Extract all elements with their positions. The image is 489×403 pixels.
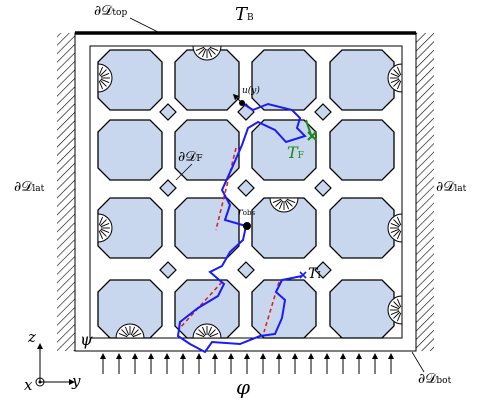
sun-icon: [192, 45, 222, 61]
cell-0-1: [174, 49, 240, 111]
sun-icon: [97, 213, 113, 243]
sun-icon: [387, 63, 403, 93]
cell-2-3: [329, 197, 395, 259]
sun-icon: [192, 323, 222, 339]
label-t-i: TI: [308, 266, 321, 282]
sun-icon: [387, 295, 403, 325]
initial-marker: [299, 271, 307, 279]
target-marker: [305, 119, 317, 141]
left-wall-hatch: [57, 33, 75, 351]
label-d-top: ∂𝒟top: [94, 3, 128, 19]
label-u-y: u(y): [242, 86, 260, 96]
cell-2-2: [251, 197, 317, 259]
label-axis-x: x: [24, 376, 33, 394]
diamond-grid: [159, 103, 332, 279]
axes: [35, 343, 75, 387]
label-axis-y: y: [72, 372, 81, 390]
diamond-0-2: [159, 261, 177, 279]
diamond-2-0: [314, 103, 332, 121]
label-t-b: TB: [235, 4, 254, 25]
diamond-2-1: [314, 179, 332, 197]
diamond-0-0: [159, 103, 177, 121]
cell-1-3: [329, 119, 395, 181]
cell-0-3: [329, 49, 395, 111]
cell-grid: [97, 49, 395, 339]
cell-3-3: [329, 279, 395, 339]
sun-icon: [269, 197, 299, 213]
right-wall-hatch: [416, 33, 434, 351]
label-d-lat-right: ∂𝒟lat: [436, 179, 467, 195]
flux-arrows: [100, 353, 394, 374]
label-phi: φ: [236, 375, 251, 399]
sun-icon: [97, 63, 113, 93]
random-walk-path: [176, 102, 307, 354]
diamond-2-2: [314, 261, 332, 279]
bot-leader: [411, 351, 425, 373]
diamond-0-1: [159, 179, 177, 197]
df-leader: [175, 163, 193, 181]
label-d-f: ∂𝒟F: [178, 149, 203, 165]
label-d-bot: ∂𝒟bot: [418, 371, 452, 387]
diamond-1-2: [237, 261, 255, 279]
label-d-lat-left: ∂𝒟lat: [14, 179, 45, 195]
sun-icon-group: [97, 45, 403, 339]
cell-1-0: [97, 119, 163, 181]
top-leader: [129, 17, 161, 34]
cell-3-0: [97, 279, 163, 339]
inner-frame: [89, 45, 403, 339]
cell-1-2: [251, 119, 317, 181]
label-r-obs: robs: [238, 207, 256, 218]
sun-icon: [115, 323, 145, 339]
u-arrow: [232, 93, 243, 104]
label-axis-z: z: [28, 328, 36, 346]
sun-icon: [387, 213, 403, 243]
cell-0-2: [251, 49, 317, 111]
label-t-f: TF: [287, 143, 304, 162]
obs-point: [243, 222, 251, 230]
cell-3-1: [174, 279, 240, 339]
diamond-1-1: [237, 179, 255, 197]
label-psi: ψ: [80, 330, 93, 349]
